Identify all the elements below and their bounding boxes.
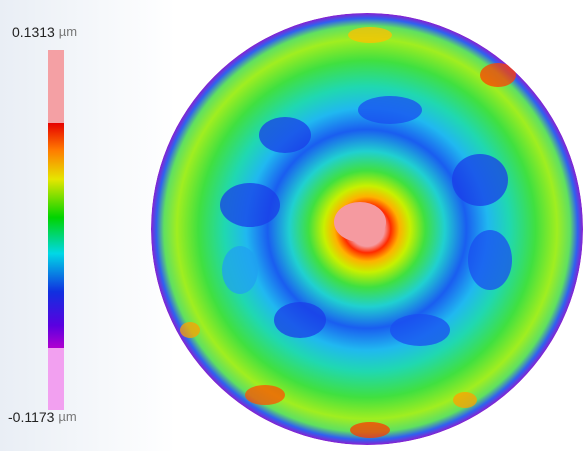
colorbar-scale [48, 123, 64, 348]
colorbar [48, 50, 64, 410]
colorbar-over [48, 50, 64, 123]
min-label: -0.1173 µm [8, 409, 77, 425]
min-value: -0.1173 [8, 409, 55, 425]
center-peak [334, 202, 386, 242]
max-label: 0.1313 µm [12, 24, 77, 40]
min-unit: µm [58, 409, 76, 424]
surface-map-view: 0.1313 µm -0.1173 µm [0, 0, 585, 451]
colorbar-under [48, 348, 64, 410]
max-value: 0.1313 [12, 24, 55, 40]
max-unit: µm [59, 24, 77, 39]
surface-map [151, 13, 583, 445]
